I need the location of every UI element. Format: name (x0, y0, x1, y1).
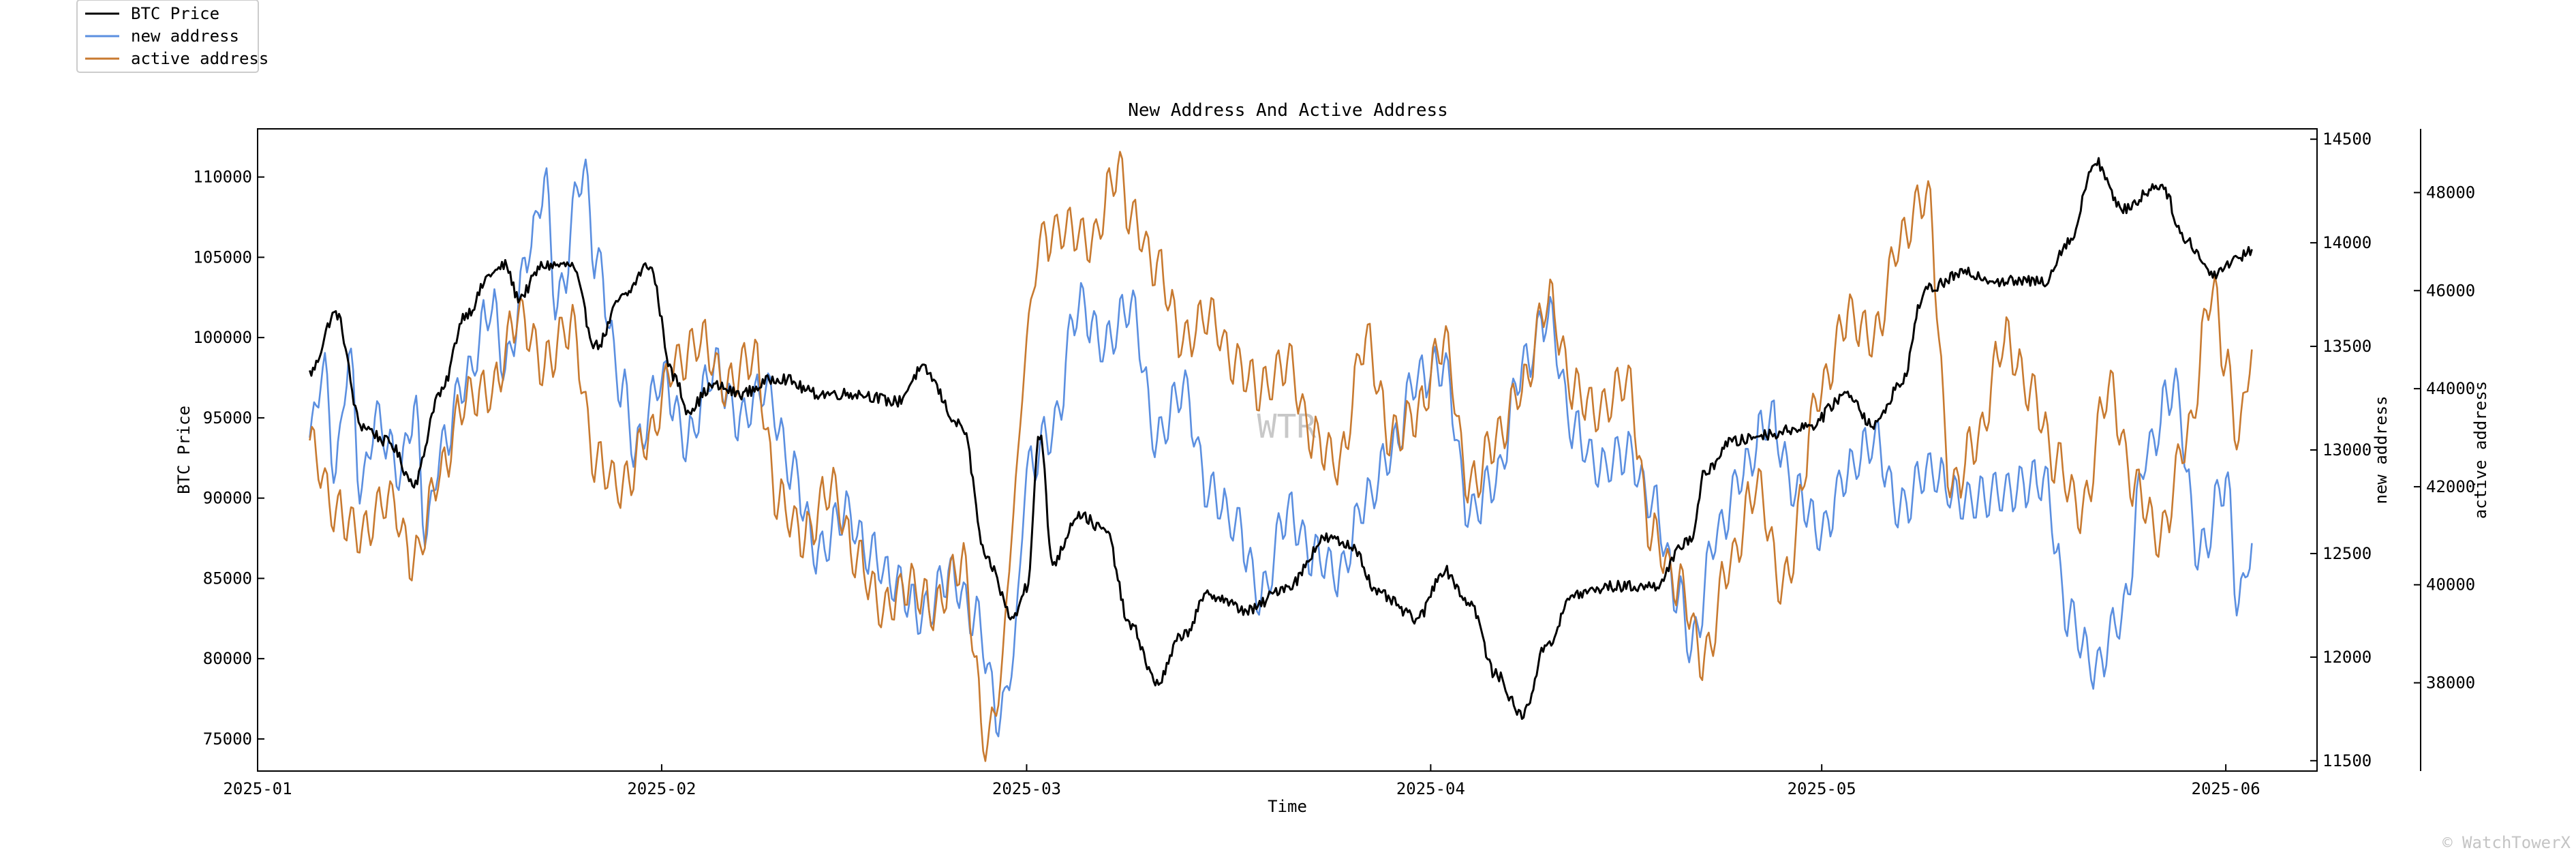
y-axis-left-label: BTC Price (174, 406, 194, 494)
corner-watermark: © WatchTowerX (2442, 833, 2571, 852)
x-axis-label: Time (1268, 797, 1307, 816)
y-right1-tick-label: 12000 (2322, 648, 2372, 667)
x-axis: 2025-01 2025-02 2025-03 2025-04 2025-05 2025-… (223, 764, 2260, 798)
y-left-tick-label: 100000 (193, 328, 252, 347)
x-tick-label: 2025-05 (1788, 779, 1856, 798)
y-right1-tick-label: 13500 (2322, 337, 2372, 356)
y-axis-left: 75000 80000 85000 90000 95000 100000 105000 110… (193, 168, 264, 749)
y-left-tick-label: 95000 (203, 408, 252, 427)
y-axis-right-active-address: 38000 40000 42000 44000 46000 48000 (2414, 129, 2475, 771)
series-line-new-address (309, 158, 2253, 738)
x-tick-label: 2025-03 (992, 779, 1061, 798)
chart-title: New Address And Active Address (1128, 100, 1448, 121)
y-left-tick-label: 105000 (193, 247, 252, 267)
x-tick-label: 2025-06 (2192, 779, 2260, 798)
y-right1-tick-label: 13000 (2322, 440, 2372, 459)
y-right2-tick-label: 48000 (2426, 183, 2475, 202)
y-right1-tick-label: 14000 (2322, 233, 2372, 252)
legend: BTC Price new address active address (76, 0, 269, 73)
y-right1-tick-label: 11500 (2322, 751, 2372, 770)
y-axis-right2-label: active address (2471, 381, 2490, 519)
y-left-tick-label: 85000 (203, 569, 252, 588)
y-right1-tick-label: 12500 (2322, 544, 2372, 563)
y-right2-tick-label: 40000 (2426, 575, 2475, 594)
legend-label: active address (131, 49, 269, 68)
legend-box (76, 0, 259, 73)
legend-label: new address (131, 27, 239, 46)
y-right1-tick-label: 14500 (2322, 130, 2372, 149)
x-tick-label: 2025-01 (223, 779, 292, 798)
plot-frame (257, 128, 2318, 772)
x-tick-label: 2025-04 (1396, 779, 1465, 798)
y-left-tick-label: 80000 (203, 649, 252, 668)
y-left-tick-label: 90000 (203, 489, 252, 508)
series-line-btc-price (309, 157, 2253, 720)
y-left-tick-label: 75000 (203, 729, 252, 749)
y-axis-right-new-address: 11500 12000 12500 13000 13500 14000 14500 (2310, 130, 2372, 770)
series-layer (309, 151, 2253, 762)
y-right2-tick-label: 38000 (2426, 674, 2475, 693)
x-tick-label: 2025-02 (627, 779, 696, 798)
y-right2-tick-label: 46000 (2426, 281, 2475, 300)
legend-label: BTC Price (131, 4, 219, 23)
y-axis-right1-label: new address (2372, 396, 2391, 504)
series-line-active-address (309, 151, 2253, 762)
y-right2-tick-label: 42000 (2426, 477, 2475, 496)
y-right2-tick-label: 44000 (2426, 379, 2475, 398)
y-left-tick-label: 110000 (193, 168, 252, 187)
